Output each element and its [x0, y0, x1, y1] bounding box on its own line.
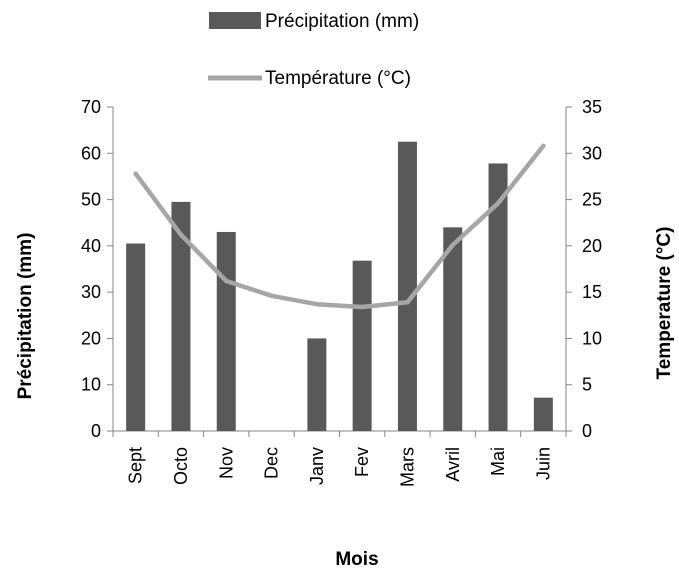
legend: Précipitation (mm) Température (°C) — [208, 11, 419, 89]
x-tick-label: Octo — [171, 447, 191, 485]
temperature-point — [450, 242, 455, 248]
x-axis-title: Mois — [335, 549, 378, 570]
legend-label-precipitation: Précipitation (mm) — [265, 11, 419, 32]
y2-tick-label: 35 — [582, 97, 602, 117]
temperature-line — [133, 143, 546, 310]
x-tick-label: Sept — [126, 447, 146, 484]
temperature-point — [314, 301, 320, 307]
precipitation-bar — [488, 163, 508, 431]
y-tick-label: 50 — [81, 190, 101, 210]
precipitation-bar — [171, 201, 191, 431]
x-tick-label: Mai — [488, 447, 508, 476]
x-tick-label: Dec — [262, 447, 282, 479]
x-tick-label: Fev — [352, 447, 372, 477]
temperature-point — [269, 293, 274, 299]
precipitation-bar — [307, 338, 327, 431]
plot-area: 0 10 20 30 40 50 60 70 0 5 10 15 20 25 30 35 Sept Octo Nov… — [81, 97, 602, 487]
temperature-point — [405, 300, 410, 305]
y2-tick-label: 20 — [582, 236, 602, 256]
temperature-point — [224, 278, 229, 284]
temperature-point — [495, 201, 501, 206]
y2-tick-label: 30 — [582, 143, 602, 163]
y-tick-label: 40 — [81, 236, 101, 256]
legend-label-temperature: Température (°C) — [265, 68, 411, 89]
precipitation-bar — [216, 231, 236, 431]
y-tick-label: 10 — [81, 375, 101, 395]
precipitation-bar — [397, 141, 417, 431]
temperature-point — [178, 232, 184, 237]
x-tick-label: Mars — [397, 447, 417, 487]
precipitation-bar — [126, 243, 146, 431]
y2-tick-label: 10 — [582, 328, 602, 348]
y2-tick-label: 15 — [582, 282, 602, 302]
y-tick-label: 70 — [81, 97, 101, 117]
x-tick-label: Juin — [533, 447, 553, 480]
y2-tick-label: 0 — [582, 421, 592, 441]
y-tick-label: 60 — [81, 143, 101, 163]
legend-swatch-precipitation — [209, 12, 261, 29]
temperature-point — [541, 143, 546, 149]
y2-tick-label: 25 — [582, 190, 602, 210]
temperature-point — [133, 171, 138, 176]
y2-axis-title: Temperature (°C) — [654, 227, 675, 380]
y-tick-label: 30 — [81, 282, 101, 302]
precipitation-bar — [352, 260, 372, 431]
y-axis-title: Précipitation (mm) — [15, 233, 36, 400]
y-tick-label: 20 — [81, 328, 101, 348]
y-tick-label: 0 — [91, 421, 101, 441]
temperature-point — [359, 304, 365, 310]
x-tick-label: Avril — [443, 447, 463, 482]
precipitation-bar — [443, 227, 463, 431]
x-tick-label: Janv — [307, 447, 327, 485]
x-tick-label: Nov — [216, 447, 236, 479]
y2-tick-label: 5 — [582, 375, 592, 395]
precipitation-bar — [533, 397, 553, 431]
